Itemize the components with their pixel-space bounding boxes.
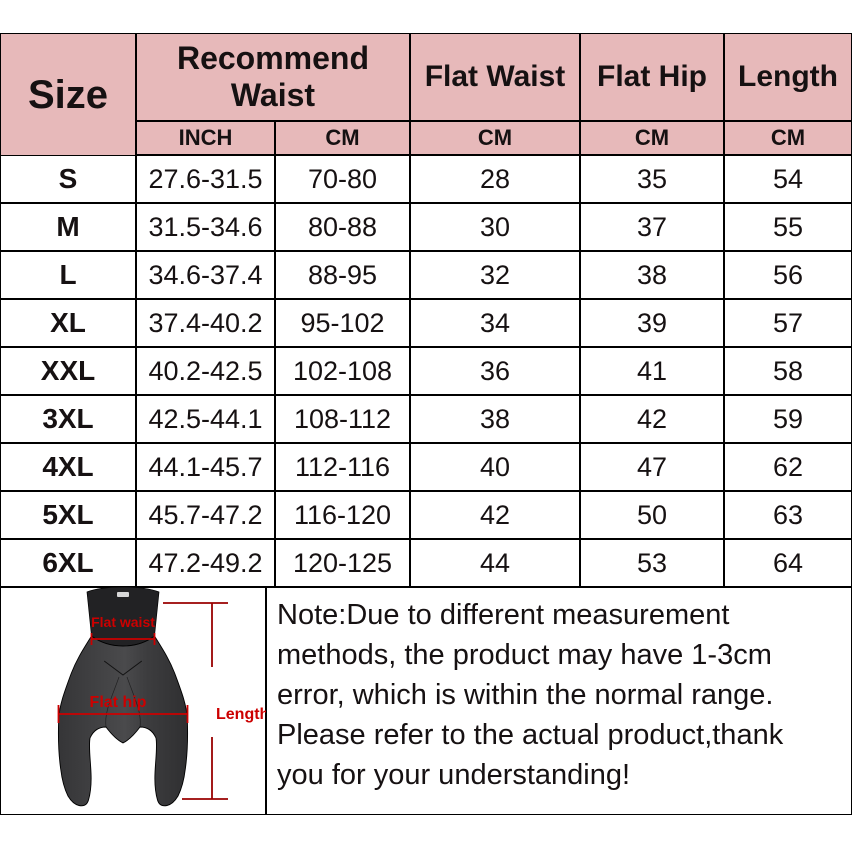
svg-text:Flat waist: Flat waist (91, 614, 155, 630)
svg-text:Flat hip: Flat hip (90, 694, 147, 711)
svg-text:Length: Length (216, 706, 269, 723)
